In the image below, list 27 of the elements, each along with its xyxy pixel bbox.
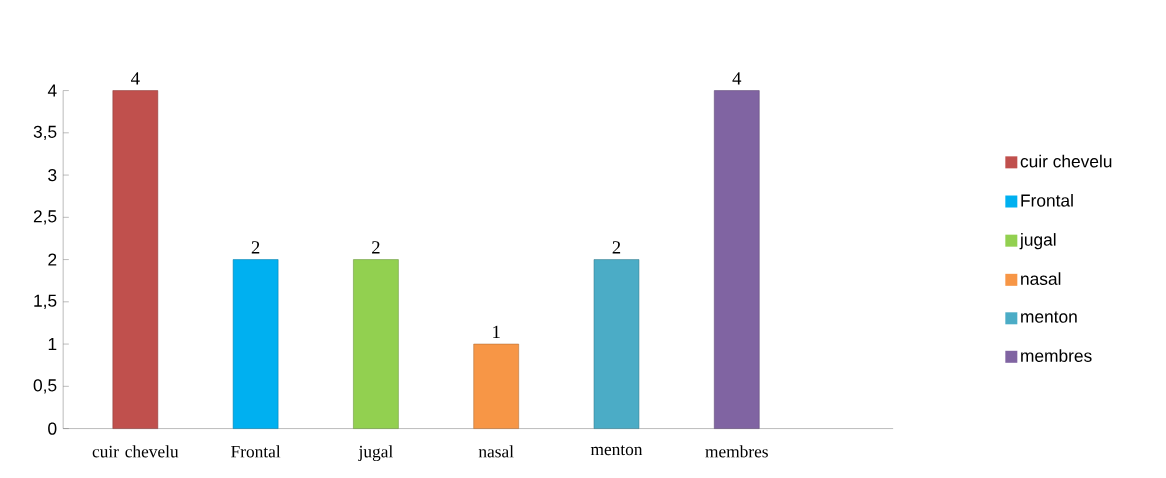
y-tick-label: 1 bbox=[48, 338, 57, 351]
y-tick-label: 0 bbox=[48, 422, 57, 435]
legend-label: jugal bbox=[1019, 233, 1056, 250]
x-tick-label: membres bbox=[705, 445, 768, 458]
y-tick-label: 0,5 bbox=[33, 379, 57, 394]
legend-label: nasal bbox=[1021, 272, 1061, 285]
x-tick-label: nasal bbox=[478, 445, 514, 458]
legend-label: cuir chevelu bbox=[1020, 154, 1112, 168]
x-tick-label: Frontal bbox=[231, 445, 281, 458]
y-tick-label: 2 bbox=[48, 253, 57, 266]
y-tick-label: 4 bbox=[47, 84, 57, 97]
data-label: 1 bbox=[493, 325, 500, 339]
y-tick-label: 3,5 bbox=[33, 125, 57, 140]
x-tick-label: cuir chevelu bbox=[92, 445, 179, 458]
legend-label: Frontal bbox=[1021, 193, 1073, 207]
x-tick-label: menton bbox=[590, 445, 643, 456]
y-tick-label: 2,5 bbox=[33, 210, 57, 225]
y-tick-label: 3 bbox=[48, 168, 57, 182]
data-label: 2 bbox=[251, 241, 260, 254]
data-label: 4 bbox=[131, 72, 140, 85]
data-label: 2 bbox=[612, 241, 621, 254]
y-tick-label: 1,5 bbox=[34, 294, 57, 309]
legend-label: menton bbox=[1021, 311, 1077, 323]
x-tick-label: jugal bbox=[358, 445, 393, 462]
data-label: 4 bbox=[732, 72, 742, 85]
data-label: 2 bbox=[372, 241, 380, 254]
legend-label: membres bbox=[1021, 349, 1092, 362]
